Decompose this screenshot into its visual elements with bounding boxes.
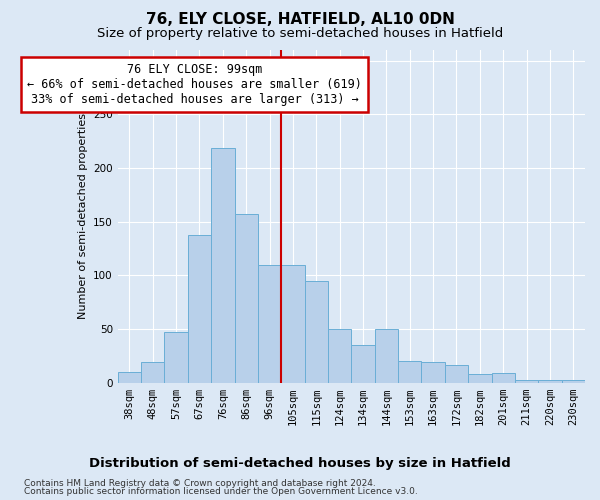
Bar bbox=[141, 362, 164, 382]
Bar bbox=[281, 264, 305, 382]
Bar bbox=[352, 345, 375, 383]
Bar bbox=[421, 362, 445, 382]
Text: Size of property relative to semi-detached houses in Hatfield: Size of property relative to semi-detach… bbox=[97, 28, 503, 40]
Bar bbox=[164, 332, 188, 382]
Text: Contains HM Land Registry data © Crown copyright and database right 2024.: Contains HM Land Registry data © Crown c… bbox=[24, 478, 376, 488]
Bar bbox=[375, 329, 398, 382]
Text: Contains public sector information licensed under the Open Government Licence v3: Contains public sector information licen… bbox=[24, 487, 418, 496]
Bar bbox=[305, 280, 328, 382]
Bar bbox=[328, 329, 352, 382]
Bar bbox=[188, 234, 211, 382]
Bar bbox=[515, 380, 538, 382]
Bar bbox=[468, 374, 491, 382]
Text: Distribution of semi-detached houses by size in Hatfield: Distribution of semi-detached houses by … bbox=[89, 458, 511, 470]
Bar bbox=[562, 380, 585, 382]
Text: 76 ELY CLOSE: 99sqm
← 66% of semi-detached houses are smaller (619)
33% of semi-: 76 ELY CLOSE: 99sqm ← 66% of semi-detach… bbox=[28, 63, 362, 106]
Text: 76, ELY CLOSE, HATFIELD, AL10 0DN: 76, ELY CLOSE, HATFIELD, AL10 0DN bbox=[146, 12, 454, 28]
Bar bbox=[398, 361, 421, 382]
Bar bbox=[235, 214, 258, 382]
Bar bbox=[118, 372, 141, 382]
Bar bbox=[211, 148, 235, 382]
Bar bbox=[538, 380, 562, 382]
Bar bbox=[491, 373, 515, 382]
Bar bbox=[258, 264, 281, 382]
Bar bbox=[445, 366, 468, 382]
Y-axis label: Number of semi-detached properties: Number of semi-detached properties bbox=[77, 114, 88, 320]
